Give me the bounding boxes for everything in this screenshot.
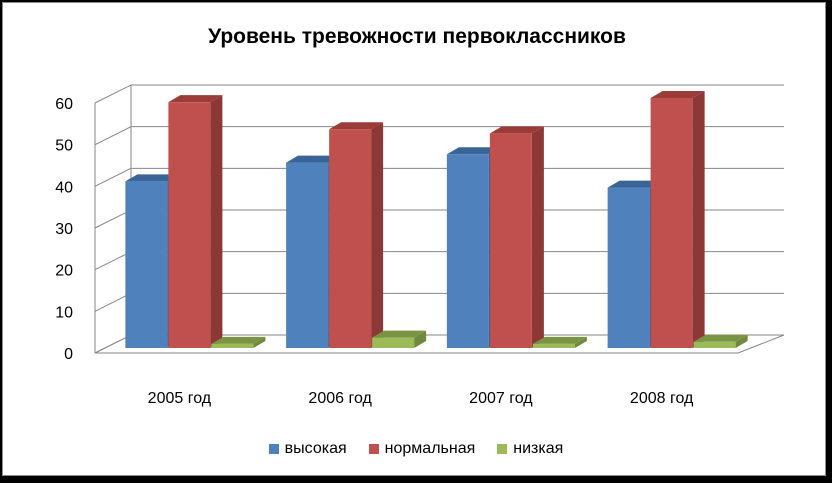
legend-item: нормальная xyxy=(368,440,476,458)
legend-swatch xyxy=(497,444,508,454)
x-category-label: 2008 год xyxy=(630,390,694,407)
y-tick-label: 60 xyxy=(55,96,73,113)
x-category-label: 2007 год xyxy=(469,390,533,407)
bar-низкая-2007 год xyxy=(532,336,587,348)
legend-label: высокая xyxy=(284,440,347,457)
y-tick-label: 0 xyxy=(64,346,73,363)
legend-label: низкая xyxy=(513,440,564,457)
y-tick-label: 30 xyxy=(55,221,73,238)
bar-нормальная-2006 год xyxy=(329,122,384,348)
y-tick-label: 20 xyxy=(55,263,73,280)
legend-swatch xyxy=(368,444,379,454)
bar-нормальная-2007 год xyxy=(489,126,544,349)
x-category-label: 2006 год xyxy=(308,390,372,407)
bar-нормальная-2005 год xyxy=(168,95,223,349)
bar-низкая-2006 год xyxy=(372,330,427,348)
chart-plot: Уровень тревожности первоклассников 0 10 2… xyxy=(55,25,785,407)
x-category-label: 2005 год xyxy=(148,390,212,407)
chart-title: Уровень тревожности первоклассников xyxy=(208,25,626,48)
y-tick-label: 50 xyxy=(55,138,73,155)
y-tick-label: 40 xyxy=(55,179,73,196)
chart-legend: высокая нормальная низкая xyxy=(0,440,832,458)
legend-label: нормальная xyxy=(384,440,476,457)
bar-нормальная-2008 год xyxy=(650,91,705,348)
legend-item: низкая xyxy=(497,440,563,458)
legend-item: высокая xyxy=(268,440,347,458)
bar-низкая-2008 год xyxy=(693,334,748,348)
chart-area: Уровень тревожности первоклассников 0 10 2… xyxy=(2,2,826,476)
legend-swatch xyxy=(268,444,279,454)
y-tick-label: 10 xyxy=(55,304,73,321)
bar-низкая-2005 год xyxy=(211,336,266,348)
